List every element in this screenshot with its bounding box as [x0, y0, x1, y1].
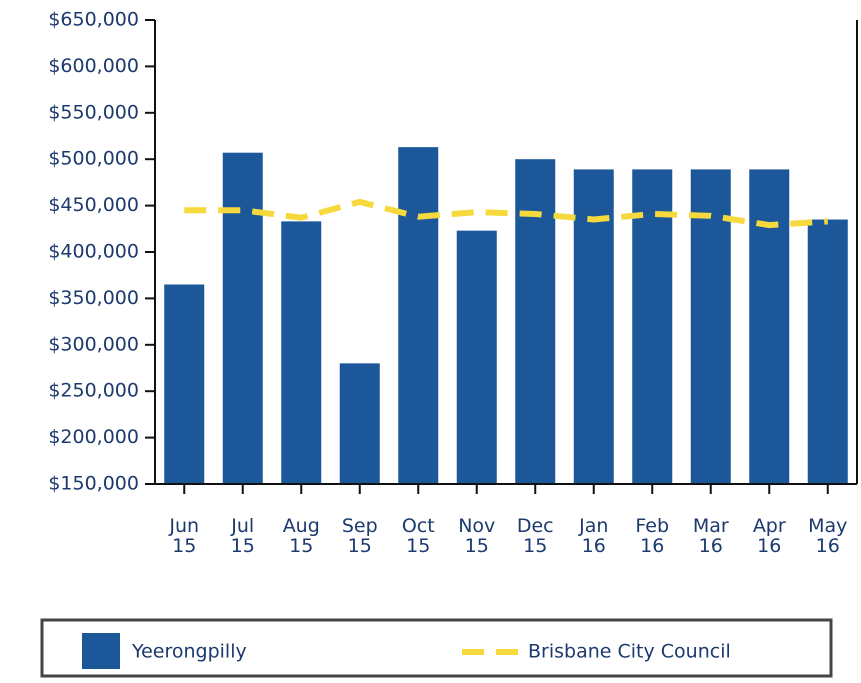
legend-label: Brisbane City Council: [528, 641, 731, 663]
y-tick-label: $600,000: [48, 55, 139, 77]
bar: [749, 169, 790, 484]
y-tick-label: $500,000: [48, 148, 139, 170]
x-tick-label: Oct 15: [402, 515, 435, 557]
x-tick-label: Dec 15: [517, 515, 554, 557]
x-tick-label: Feb 16: [635, 515, 669, 557]
y-tick-label: $250,000: [48, 380, 139, 402]
x-tick-label: Jul 15: [230, 515, 255, 557]
x-tick-label: Jun 15: [168, 515, 199, 557]
x-tick-label: Apr 16: [753, 515, 786, 557]
bar: [222, 152, 263, 485]
bar: [690, 169, 731, 484]
bar: [281, 221, 322, 484]
x-tick-label: Mar 16: [693, 515, 729, 557]
bar: [515, 159, 556, 484]
y-tick-label: $200,000: [48, 426, 139, 448]
legend-box: [40, 618, 833, 678]
x-tick-label: May 16: [808, 515, 847, 557]
y-tick-label: $400,000: [48, 241, 139, 263]
x-tick-label: Aug 15: [283, 515, 320, 557]
line: [184, 198, 828, 229]
bar: [456, 230, 497, 484]
y-tick-label: $350,000: [48, 287, 139, 309]
x-tick-label: Jan 16: [578, 515, 608, 557]
y-tick-label: $150,000: [48, 473, 139, 495]
y-tick-label: $450,000: [48, 194, 139, 216]
y-tick-label: $550,000: [48, 101, 139, 123]
bar: [164, 284, 205, 484]
bar: [398, 147, 439, 485]
bar: [807, 219, 848, 484]
y-tick-label: $300,000: [48, 333, 139, 355]
bar: [632, 169, 673, 484]
y-tick-label: $650,000: [48, 9, 139, 31]
legend-swatch: [82, 633, 120, 669]
legend-label: Yeerongpilly: [131, 641, 247, 663]
bar: [339, 363, 380, 484]
x-tick-label: Sep 15: [342, 515, 378, 557]
x-tick-label: Nov 15: [458, 515, 495, 557]
